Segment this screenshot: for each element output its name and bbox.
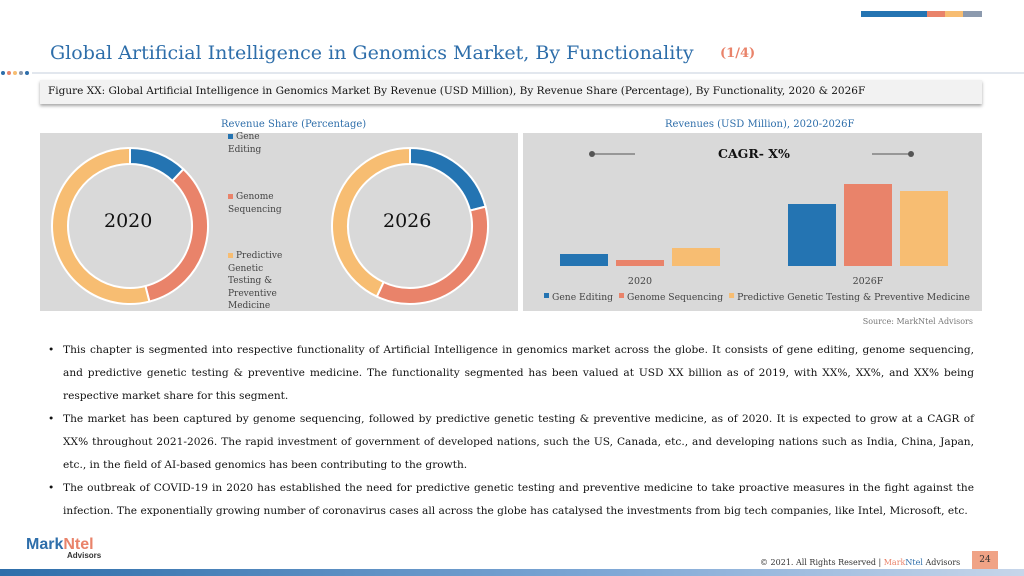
bar-legend-swatch-2	[729, 293, 735, 298]
copyright-brand-ntel: Ntel	[905, 558, 923, 567]
donut-2026-slice-2	[331, 146, 411, 298]
top-accent-bar-3	[945, 11, 963, 17]
donut-charts	[51, 146, 489, 305]
donut-2020-slice-2	[51, 146, 151, 305]
pie-legend-predictive: Predictive Genetic Testing & Preventive …	[228, 250, 290, 313]
top-accent-bar-2	[927, 11, 945, 17]
bullet-text: This chapter is segmented into respectiv…	[63, 344, 974, 402]
footer-bar	[0, 569, 1024, 576]
bar-legend-label-0: Gene Editing	[552, 292, 613, 303]
figure-caption: Figure XX: Global Artificial Intelligenc…	[48, 85, 866, 97]
logo-ntel: Ntel	[63, 536, 94, 553]
figure-caption-box: Figure XX: Global Artificial Intelligenc…	[40, 80, 982, 104]
bullet-item: • The market has been captured by genome …	[48, 413, 974, 471]
bar-chart: 2020 2026F Gene Editing Genome Sequencing Pr…	[544, 151, 970, 303]
donut-2020-label: 2020	[104, 210, 153, 232]
bar-legend-label-2: Predictive Genetic Testing & Preventive …	[737, 292, 970, 303]
bar-legend-swatch-1	[619, 293, 625, 298]
copyright-brand: Mark	[883, 558, 906, 567]
donut-2020-slice-0	[129, 146, 185, 183]
donut-2026-label: 2026	[383, 210, 432, 232]
donut-2020-slice-1	[144, 167, 209, 303]
cagr-dot-left	[589, 151, 595, 157]
copyright-suffix: Advisors	[925, 558, 961, 567]
bullet-text: The market has been captured by genome s…	[63, 413, 974, 471]
bar-chart-title: Revenues (USD Million), 2020-2026F	[665, 119, 855, 130]
top-accent-bar	[861, 11, 927, 17]
legend-swatch-genome-sequencing	[228, 194, 233, 199]
donut-chart-title: Revenue Share (Percentage)	[221, 119, 367, 130]
bar-2026F-2	[900, 191, 948, 266]
x-tick-label: 2026F	[853, 276, 884, 287]
bar-2026F-1	[844, 184, 892, 266]
logo-sub: Advisors	[67, 551, 102, 560]
legend-swatch-predictive	[228, 253, 233, 258]
bar-2020-0	[560, 254, 608, 266]
bullet-text: The outbreak of COVID-19 in 2020 has est…	[63, 482, 974, 517]
top-accent-bar-4	[963, 11, 982, 17]
cagr-annotation: CAGR- X%	[718, 146, 790, 161]
legend-label: Gene Editing	[228, 132, 262, 155]
bar-2020-2	[672, 248, 720, 266]
legend-label: Genome Sequencing	[228, 192, 282, 215]
copyright-prefix: © 2021. All Rights Reserved |	[760, 558, 882, 567]
title-divider	[1, 71, 1024, 75]
bullet-list: • This chapter is segmented into respecti…	[46, 339, 974, 523]
bar-2020-1	[616, 260, 664, 266]
legend-label: Predictive Genetic Testing & Preventive …	[228, 251, 283, 311]
page-indicator: (1/4)	[720, 46, 756, 61]
page-title: Global Artificial Intelligence in Genomi…	[50, 42, 694, 64]
bar-legend-swatch-0	[544, 293, 549, 298]
bullet-item: • The outbreak of COVID-19 in 2020 has es…	[48, 482, 974, 517]
legend-swatch-gene-editing	[228, 134, 233, 139]
pie-legend-gene-editing: Gene Editing	[228, 131, 288, 156]
logo-mark: Mark	[26, 536, 64, 553]
page-number: 24	[972, 551, 998, 569]
company-logo: MarkNtel Advisors	[26, 536, 101, 560]
pie-legend-genome-sequencing: Genome Sequencing	[228, 191, 290, 216]
copyright-text: © 2021. All Rights Reserved | MarkNtel A…	[760, 558, 960, 567]
source-note: Source: MarkNtel Advisors	[862, 317, 973, 326]
bar-legend-label-1: Genome Sequencing	[627, 292, 723, 303]
bar-2026F-0	[788, 204, 836, 266]
cagr-dot-right	[908, 151, 914, 157]
x-tick-label: 2020	[628, 276, 652, 287]
bullet-item: • This chapter is segmented into respecti…	[48, 344, 974, 402]
donut-2026-slice-0	[409, 146, 487, 212]
